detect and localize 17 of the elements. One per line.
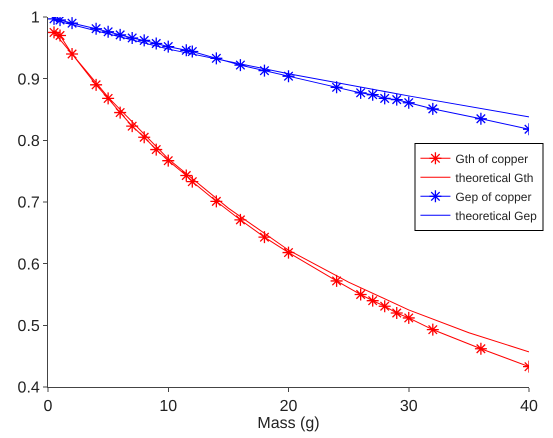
legend-label: theoretical Gep [455, 208, 538, 223]
y-tick-label: 0.7 [18, 194, 40, 212]
legend-label: theoretical Gth [455, 170, 534, 185]
y-tick-label: 0.4 [18, 380, 40, 397]
y-tick-label: 0.5 [18, 318, 40, 335]
y-tick-label: 0.6 [18, 256, 40, 274]
y-tick-label: 0.8 [18, 132, 40, 150]
x-tick-label: 20 [280, 398, 298, 416]
x-tick-label: 40 [520, 398, 538, 416]
x-tick-label: 10 [159, 398, 178, 416]
legend-label: Gep of copper [455, 190, 532, 204]
x-axis-title: Mass (g) [257, 415, 320, 432]
x-tick-label: 30 [400, 398, 418, 416]
y-tick-label: 0.9 [18, 71, 40, 88]
y-tick-label: 1 [30, 10, 40, 27]
legend-label: Gth of copper [455, 152, 528, 166]
x-tick-label: 0 [44, 398, 53, 416]
